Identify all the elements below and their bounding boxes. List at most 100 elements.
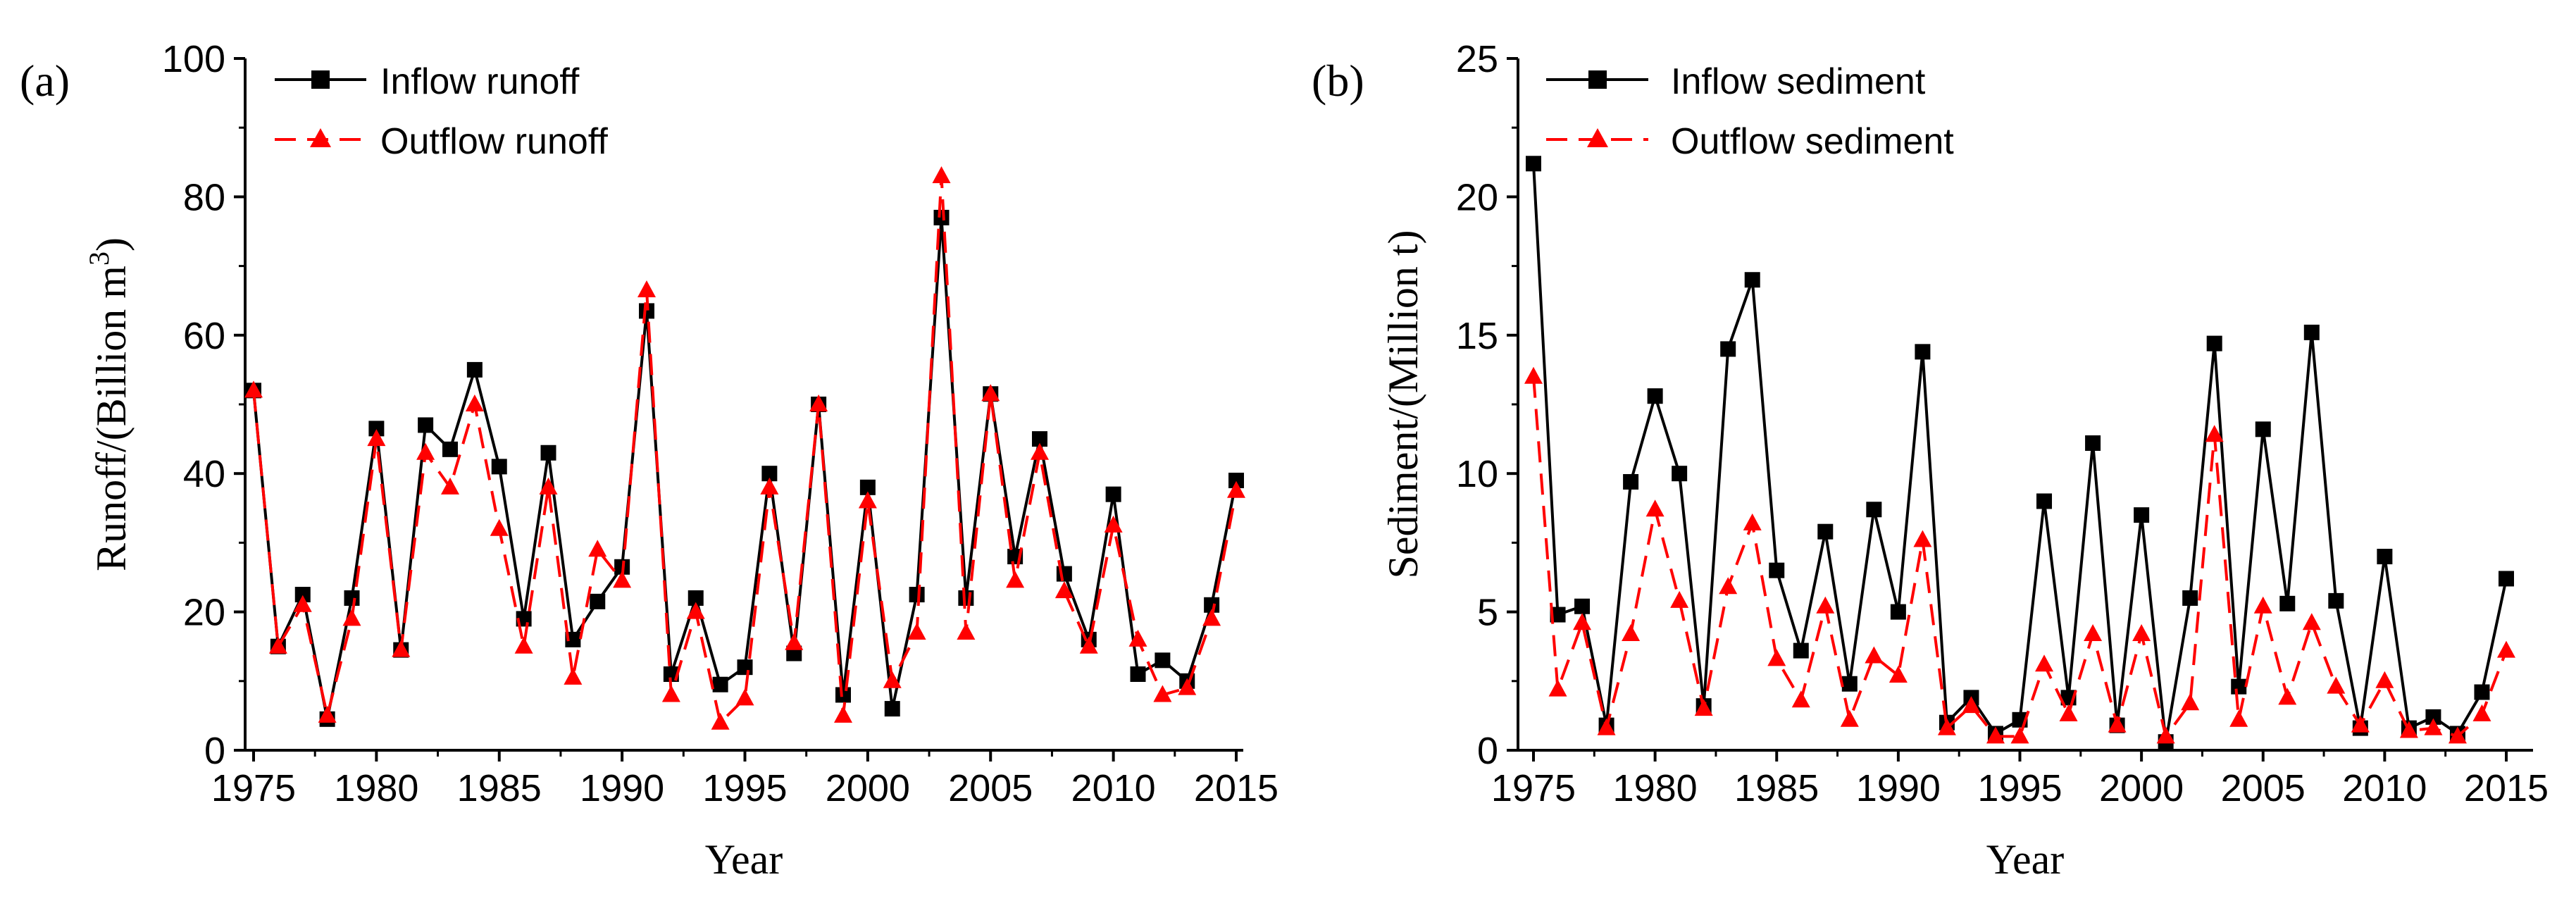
y-axis-label-a: Runoff/(Billion m3)	[83, 237, 135, 571]
legend-label-inflow-runoff: Inflow runoff	[380, 61, 580, 102]
point-inflow-sediment	[1890, 604, 1906, 620]
x-ticks-a: 1975 1980 1985 1990 1995 2000 2005 2010 2015	[211, 750, 1278, 809]
point-outflow-runoff	[244, 380, 263, 398]
x-tick-label: 2010	[1071, 767, 1156, 809]
point-inflow-sediment	[2182, 590, 2198, 606]
point-outflow-sediment	[1791, 690, 1810, 708]
point-outflow-sediment	[2278, 688, 2297, 705]
point-outflow-sediment	[1597, 718, 1616, 735]
panel-label-b: (b)	[1312, 56, 1364, 106]
y-tick-label: 25	[1456, 38, 1498, 80]
point-inflow-runoff	[639, 303, 654, 319]
series-inflow-sediment	[1526, 156, 2514, 750]
point-outflow-sediment	[2448, 726, 2467, 744]
point-outflow-sediment	[1889, 665, 1908, 683]
series-line-inflow-sediment	[1532, 163, 2508, 744]
point-inflow-runoff	[344, 590, 360, 606]
point-inflow-runoff	[712, 676, 728, 692]
point-inflow-runoff	[491, 459, 507, 475]
point-inflow-runoff	[859, 479, 876, 495]
point-inflow-runoff	[933, 209, 950, 225]
point-inflow-sediment	[2255, 421, 2271, 437]
point-outflow-sediment	[2205, 425, 2224, 442]
point-outflow-runoff	[514, 636, 533, 654]
point-inflow-sediment	[2474, 684, 2490, 700]
point-outflow-runoff	[785, 633, 804, 650]
x-axis-label-a: Year	[705, 836, 783, 883]
point-inflow-sediment	[1841, 676, 1858, 692]
point-outflow-runoff	[342, 609, 361, 626]
y-tick-label: 100	[162, 38, 225, 80]
point-outflow-sediment	[2229, 709, 2248, 727]
point-outflow-sediment	[1816, 596, 1835, 614]
point-inflow-runoff	[737, 659, 753, 676]
point-inflow-sediment	[1647, 388, 1663, 404]
point-outflow-runoff	[1031, 442, 1049, 460]
point-inflow-sediment	[1623, 473, 1639, 490]
legend-label-outflow-runoff: Outflow runoff	[380, 121, 608, 162]
point-outflow-runoff	[1153, 685, 1172, 702]
point-outflow-runoff	[981, 384, 1000, 402]
y-tick-label: 40	[183, 453, 225, 495]
point-inflow-sediment	[2036, 493, 2053, 509]
point-outflow-sediment	[2035, 654, 2054, 672]
y-tick-label: 60	[183, 315, 225, 357]
point-outflow-sediment	[1670, 590, 1689, 608]
point-outflow-sediment	[2156, 726, 2175, 744]
point-inflow-sediment	[2231, 678, 2247, 695]
y-tick-label: 80	[183, 176, 225, 218]
legend-entry-outflow-runoff: Outflow runoff	[275, 121, 608, 162]
point-outflow-sediment	[2010, 726, 2029, 744]
point-outflow-runoff	[760, 477, 779, 495]
point-inflow-sediment	[2279, 595, 2296, 611]
series-line-outflow-runoff	[252, 174, 1238, 724]
y-tick-label: 20	[183, 592, 225, 634]
point-inflow-sediment	[2499, 571, 2514, 587]
series-outflow-runoff	[244, 166, 1245, 730]
point-outflow-runoff	[883, 671, 902, 688]
panel-a: (a) 0 20 40 60 80 100 1975 1980 1985 1990 1995 200…	[20, 38, 1278, 883]
legend-label-outflow-sediment: Outflow sediment	[1671, 121, 1954, 162]
point-outflow-runoff	[932, 166, 951, 183]
point-outflow-runoff	[318, 705, 337, 723]
point-outflow-sediment	[1743, 513, 1762, 530]
point-outflow-runoff	[490, 518, 509, 536]
point-inflow-sediment	[2377, 549, 2393, 565]
plot-area-b: 0 5 10 15 20 25 1975 1980 1985 1990 1995 2000 2005 2…	[1456, 38, 2549, 809]
point-inflow-sediment	[1769, 562, 1785, 578]
x-tick-label: 1980	[1613, 767, 1698, 809]
point-outflow-runoff	[834, 705, 852, 723]
point-inflow-sediment	[2206, 335, 2222, 352]
x-tick-label: 1995	[702, 767, 787, 809]
y-tick-label: 20	[1456, 176, 1498, 218]
point-inflow-sediment	[2134, 507, 2150, 523]
point-outflow-runoff	[1006, 571, 1025, 588]
point-inflow-sediment	[1793, 642, 1809, 659]
point-inflow-runoff	[368, 421, 385, 437]
point-inflow-sediment	[1866, 502, 1882, 518]
legend-entry-outflow-sediment: Outflow sediment	[1546, 121, 1954, 162]
point-inflow-sediment	[1574, 598, 1591, 614]
point-inflow-runoff	[418, 417, 434, 433]
legend-a: Inflow runoff Outflow runoff	[275, 61, 608, 162]
point-inflow-runoff	[761, 466, 778, 482]
x-tick-label: 1985	[457, 767, 542, 809]
point-outflow-sediment	[2351, 715, 2370, 733]
point-outflow-runoff	[441, 477, 459, 495]
x-tick-label: 2005	[2221, 767, 2306, 809]
point-inflow-sediment	[2425, 709, 2441, 725]
point-outflow-sediment	[2497, 640, 2515, 658]
point-inflow-runoff	[1130, 666, 1146, 682]
y-ticks-b: 0 5 10 15 20 25	[1456, 38, 1518, 772]
point-outflow-sediment	[1573, 613, 1592, 630]
point-inflow-runoff	[1105, 486, 1121, 502]
point-outflow-runoff	[588, 540, 607, 557]
point-outflow-sediment	[2327, 676, 2346, 694]
point-outflow-sediment	[2253, 596, 2272, 614]
point-outflow-sediment	[1645, 499, 1665, 517]
point-inflow-sediment	[1744, 272, 1760, 288]
point-outflow-runoff	[1227, 480, 1245, 498]
point-outflow-runoff	[564, 667, 583, 685]
y-axis-label-b: Sediment/(Million t)	[1380, 230, 1426, 579]
